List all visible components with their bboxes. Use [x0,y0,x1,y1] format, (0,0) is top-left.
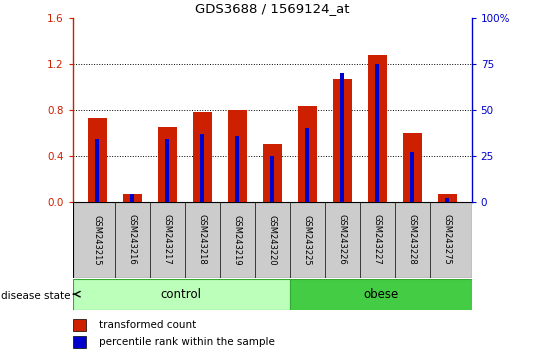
Text: GSM243220: GSM243220 [268,215,277,265]
Bar [445,198,449,202]
Bar [270,156,274,202]
FancyBboxPatch shape [289,279,472,310]
Text: GSM243226: GSM243226 [337,215,347,265]
Text: disease state: disease state [1,291,71,301]
Bar [88,118,107,202]
Text: GSM243216: GSM243216 [128,215,137,265]
Bar [305,128,309,202]
Text: GSM243228: GSM243228 [407,215,417,265]
Text: GSM243218: GSM243218 [198,215,207,265]
FancyBboxPatch shape [73,279,289,310]
Bar [368,55,387,202]
Bar [130,194,134,202]
Text: GSM243217: GSM243217 [163,215,172,265]
Text: GSM243227: GSM243227 [372,215,382,265]
Text: GSM243275: GSM243275 [443,215,452,265]
Bar [438,194,457,202]
Bar [200,134,204,202]
Text: control: control [161,288,202,301]
Bar [123,194,142,202]
Text: GSM243225: GSM243225 [303,215,312,265]
Bar [73,319,86,331]
Title: GDS3688 / 1569124_at: GDS3688 / 1569124_at [195,2,349,15]
Bar [227,110,247,202]
Bar [157,127,177,202]
Bar [298,106,317,202]
Bar [403,133,422,202]
Bar [375,64,379,202]
Bar [165,139,169,202]
Text: transformed count: transformed count [99,320,196,330]
Bar [95,139,99,202]
Text: percentile rank within the sample: percentile rank within the sample [99,337,274,347]
Bar [73,336,86,348]
Bar [340,73,344,202]
Text: GSM243215: GSM243215 [93,215,102,265]
Bar [333,79,352,202]
Text: GSM243219: GSM243219 [233,215,241,265]
Text: obese: obese [363,288,398,301]
Bar [235,136,239,202]
Bar [262,144,282,202]
Bar [192,112,212,202]
FancyBboxPatch shape [73,202,472,278]
Bar [410,152,414,202]
